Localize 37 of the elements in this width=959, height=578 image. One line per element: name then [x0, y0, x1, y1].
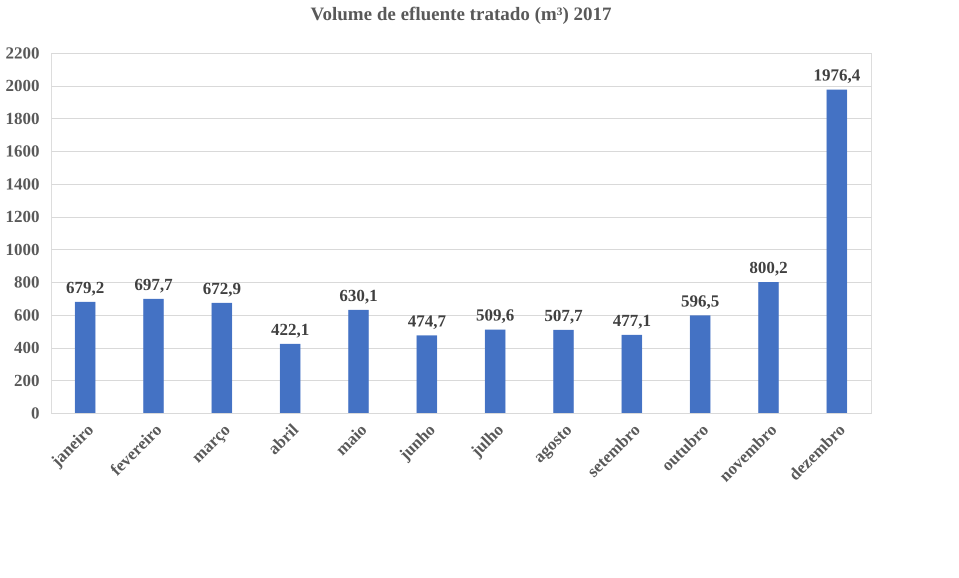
data-label: 679,2	[66, 278, 104, 297]
bar	[484, 330, 506, 413]
data-label: 509,6	[476, 306, 514, 325]
data-label: 474,7	[408, 311, 446, 330]
y-tick-label: 600	[14, 305, 40, 324]
y-tick-label: 1600	[6, 142, 40, 161]
y-tick-label: 200	[14, 370, 40, 390]
bar	[74, 302, 96, 413]
y-tick-label: 1200	[6, 207, 40, 226]
bar	[348, 310, 369, 413]
bar	[622, 334, 642, 413]
y-tick-label: 400	[14, 338, 40, 358]
bar	[212, 302, 232, 413]
data-label: 477,1	[612, 310, 651, 330]
y-tick-label: 1000	[6, 240, 40, 259]
chart-title: Volume de efluente tratado (m³) 2017	[310, 4, 612, 25]
data-label: 507,7	[544, 306, 584, 325]
data-label: 800,2	[749, 258, 788, 278]
y-tick-label: 0	[31, 404, 40, 422]
data-label: 1976,4	[813, 66, 861, 85]
y-tick-label: 800	[14, 272, 40, 292]
bar	[826, 90, 848, 413]
bar	[280, 344, 300, 413]
data-label: 672,9	[202, 278, 241, 298]
bar	[553, 330, 574, 413]
y-tick-label: 2200	[6, 44, 40, 62]
bar	[143, 298, 164, 413]
bar	[758, 282, 779, 413]
y-tick-label: 2000	[6, 76, 40, 96]
data-label: 596,5	[681, 291, 720, 310]
bar	[416, 335, 438, 413]
data-label: 422,1	[271, 320, 310, 339]
y-tick-label: 1400	[6, 174, 40, 194]
bar	[690, 315, 710, 413]
y-tick-label: 1800	[6, 108, 40, 128]
data-label: 697,7	[134, 274, 174, 294]
data-label: 630,1	[339, 286, 378, 305]
